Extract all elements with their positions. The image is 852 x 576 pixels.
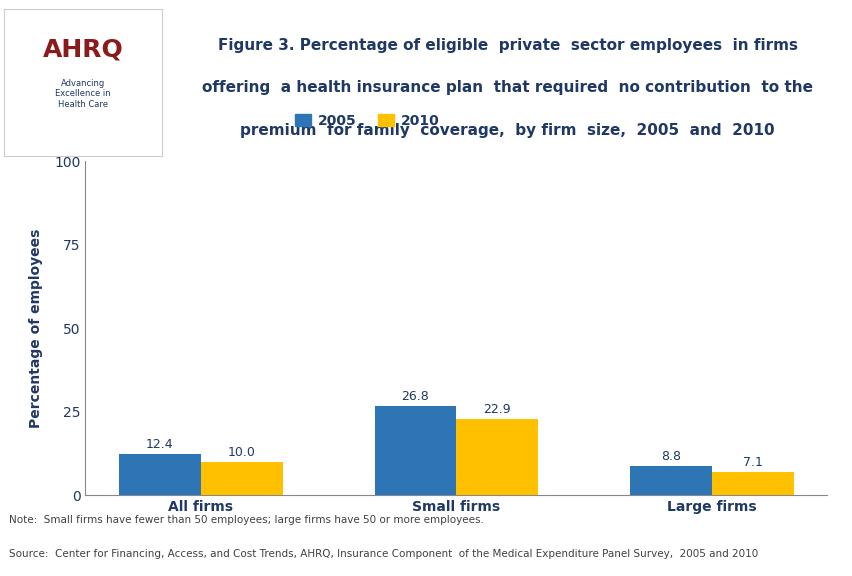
Legend: 2005, 2010: 2005, 2010 [289,108,445,133]
Text: Advancing
Excellence in
Health Care: Advancing Excellence in Health Care [55,79,111,109]
Bar [711,472,792,495]
Bar [456,419,538,495]
Text: 26.8: 26.8 [401,390,429,403]
Text: Figure 3. Percentage of eligible  private  sector employees  in firms: Figure 3. Percentage of eligible private… [217,38,797,53]
Bar [630,466,711,495]
Bar [374,406,456,495]
Text: 8.8: 8.8 [660,450,680,463]
Text: 22.9: 22.9 [483,403,510,416]
Bar [119,454,200,495]
Text: 10.0: 10.0 [227,446,256,459]
Text: AHRQ: AHRQ [43,38,124,62]
Text: 12.4: 12.4 [146,438,174,451]
Text: 7.1: 7.1 [742,456,762,469]
Text: Note:  Small firms have fewer than 50 employees; large firms have 50 or more emp: Note: Small firms have fewer than 50 emp… [9,515,483,525]
Text: offering  a health insurance plan  that required  no contribution  to the: offering a health insurance plan that re… [202,81,812,96]
Y-axis label: Percentage of employees: Percentage of employees [29,229,43,428]
Text: premium  for family  coverage,  by firm  size,  2005  and  2010: premium for family coverage, by firm siz… [240,123,774,138]
Text: Source:  Center for Financing, Access, and Cost Trends, AHRQ, Insurance Componen: Source: Center for Financing, Access, an… [9,548,757,559]
Bar [200,462,282,495]
